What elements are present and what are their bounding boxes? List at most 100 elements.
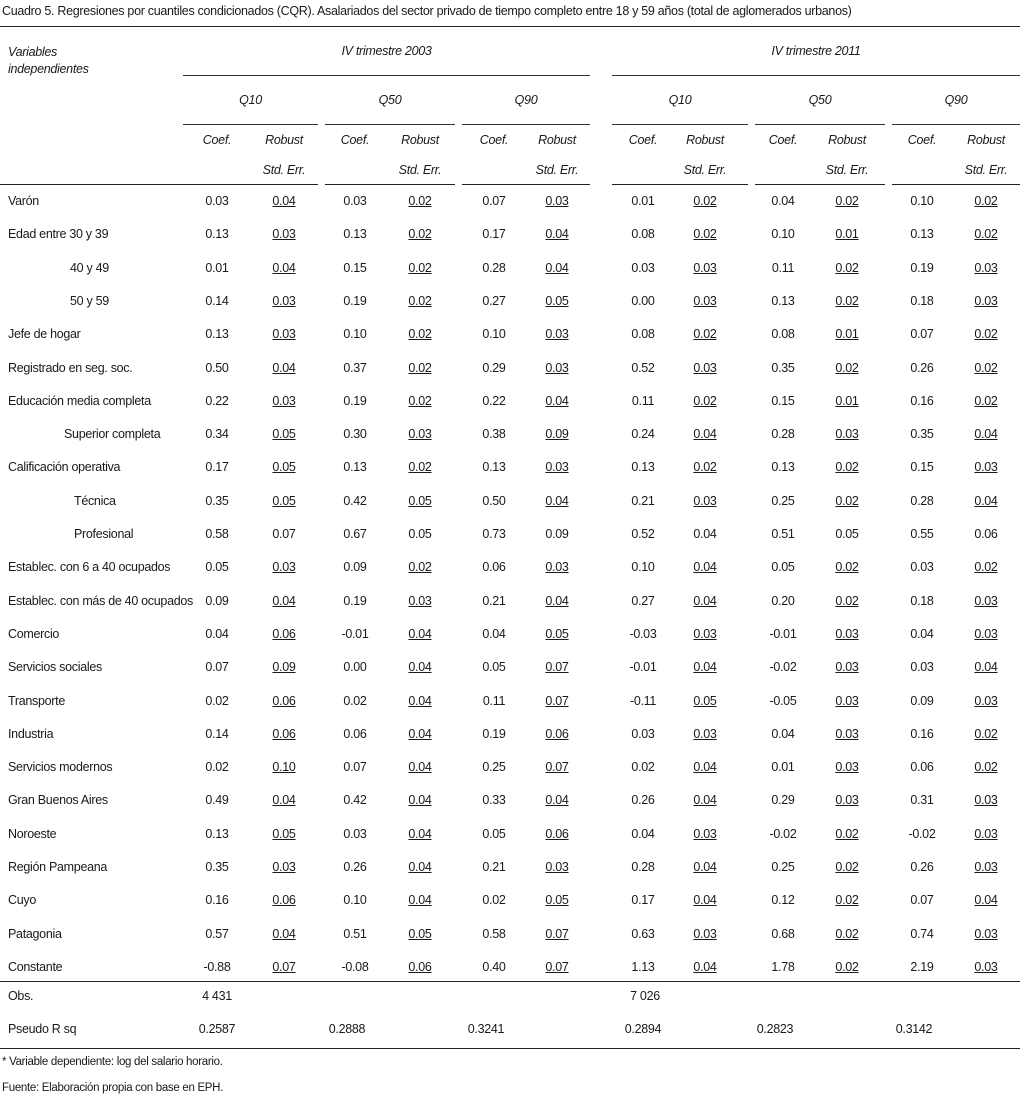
std-err-cell: 0.02 <box>974 560 998 575</box>
row-label: Constante <box>8 959 63 974</box>
coef-cell: 0.14 <box>205 726 229 741</box>
std-err-cell: 0.01 <box>835 393 859 408</box>
coef-cell: 0.19 <box>343 293 367 308</box>
std-err-cell: 0.03 <box>835 793 859 808</box>
coef-cell: 0.28 <box>631 860 655 874</box>
coef-cell: 0.04 <box>205 626 229 641</box>
std-err-cell: 0.03 <box>272 860 296 874</box>
coef-cell: 0.04 <box>910 626 934 641</box>
coef-cell: 0.04 <box>771 726 795 741</box>
coef-cell: 0.35 <box>910 427 934 442</box>
std-err-cell: 0.02 <box>835 860 859 874</box>
coef-cell: 0.01 <box>631 194 655 208</box>
coef-cell: -0.11 <box>629 693 657 708</box>
std-err-cell: 0.04 <box>272 260 296 275</box>
row-label: Noroeste <box>8 826 57 841</box>
coef-cell: 0.03 <box>910 660 934 675</box>
std-err-cell: 0.03 <box>408 427 432 442</box>
table-row: 40 y 49 0.01 0.04 0.15 0.02 0.28 0.04 0.03 0.03 0… <box>0 261 1020 281</box>
coef-cell: 0.10 <box>631 560 655 575</box>
std-err-cell: 0.02 <box>974 726 998 741</box>
coef-cell: -0.02 <box>908 826 936 841</box>
std-err-cell: 0.04 <box>272 793 296 808</box>
std-err-cell: 0.04 <box>408 660 432 675</box>
std-err-cell: 0.06 <box>408 959 432 974</box>
coef-cell: 0.25 <box>771 860 795 874</box>
robust-header: Robust <box>401 133 439 147</box>
std-err-cell: 0.07 <box>545 693 569 708</box>
std-err-cell: 0.02 <box>835 460 859 475</box>
std-err-cell: 0.05 <box>835 527 859 541</box>
stderr-header: Std. Err. <box>262 163 306 177</box>
coef-cell: 0.10 <box>910 194 934 208</box>
std-err-cell: 0.02 <box>693 327 717 342</box>
quantile-rule <box>755 124 885 125</box>
pseudo-r2-cell: 0.2823 <box>756 1022 794 1036</box>
stderr-header: Std. Err. <box>398 163 442 177</box>
coef-cell: 0.03 <box>205 194 229 208</box>
row-label: Cuyo <box>8 893 36 908</box>
std-err-cell: 0.07 <box>545 660 569 675</box>
coef-cell: 0.30 <box>343 427 367 442</box>
coef-cell: 0.00 <box>631 293 655 308</box>
std-err-cell: 0.01 <box>835 227 859 242</box>
coef-cell: 0.26 <box>631 793 655 808</box>
coef-cell: -0.02 <box>769 826 797 841</box>
variables-header-line1: Variables <box>8 45 57 59</box>
coef-cell: 0.29 <box>482 360 506 375</box>
std-err-cell: 0.02 <box>835 293 859 308</box>
coef-cell: 0.04 <box>482 626 506 641</box>
coef-cell: 0.10 <box>771 227 795 242</box>
coef-cell: 0.17 <box>205 460 229 475</box>
std-err-cell: 0.05 <box>545 293 569 308</box>
obs-row: Obs. 4 431 7 026 <box>0 989 1020 1009</box>
coef-header: Coef. <box>202 133 232 147</box>
stderr-header: Std. Err. <box>683 163 727 177</box>
robust-header: Robust <box>967 133 1005 147</box>
period-header: IV trimestre 2011 <box>771 44 861 58</box>
variables-header-line2: independientes <box>8 62 89 76</box>
coef-cell: 0.26 <box>910 860 934 874</box>
coef-cell: 0.28 <box>482 260 506 275</box>
coef-cell: 0.28 <box>910 493 934 508</box>
table-row: Registrado en seg. soc. 0.50 0.04 0.37 0.02 0… <box>0 361 1020 381</box>
coef-cell: 0.74 <box>910 926 934 941</box>
row-label: 40 y 49 <box>70 260 109 275</box>
std-err-cell: 0.04 <box>974 660 998 675</box>
std-err-cell: 0.04 <box>408 860 432 874</box>
coef-cell: 0.11 <box>771 260 795 275</box>
pseudo-r2-cell: 0.2587 <box>198 1022 236 1036</box>
std-err-cell: 0.04 <box>545 593 569 608</box>
row-label: Calificación operativa <box>8 460 121 475</box>
coef-cell: 0.40 <box>482 959 506 974</box>
coef-cell: 0.09 <box>343 560 367 575</box>
row-label: Transporte <box>8 693 65 708</box>
std-err-cell: 0.10 <box>272 760 296 775</box>
coef-cell: 0.16 <box>910 393 934 408</box>
table-row: Región Pampeana 0.35 0.03 0.26 0.04 0.21 0.03 0… <box>0 860 1020 880</box>
std-err-cell: 0.05 <box>408 926 432 941</box>
std-err-cell: 0.05 <box>408 527 432 541</box>
std-err-cell: 0.05 <box>545 893 569 908</box>
std-err-cell: 0.05 <box>272 460 296 475</box>
std-err-cell: 0.02 <box>835 194 859 208</box>
coef-cell: 0.02 <box>343 693 367 708</box>
pseudo-r2-cell: 0.2894 <box>624 1022 662 1036</box>
coef-cell: 0.06 <box>910 760 934 775</box>
column-header-rule <box>183 184 318 185</box>
coef-cell: 0.49 <box>205 793 229 808</box>
std-err-cell: 0.03 <box>974 860 998 874</box>
coef-cell: -0.01 <box>769 626 797 641</box>
pseudo-r2-cell: 0.3241 <box>467 1022 505 1036</box>
coef-cell: 0.06 <box>482 560 506 575</box>
table-row: Establec. con 6 a 40 ocupados 0.05 0.03 0.0… <box>0 560 1020 580</box>
coef-cell: 0.57 <box>205 926 229 941</box>
coef-cell: 0.00 <box>343 660 367 675</box>
coef-cell: 0.58 <box>482 926 506 941</box>
coef-cell: 0.34 <box>205 427 229 442</box>
table-row: Jefe de hogar 0.13 0.03 0.10 0.02 0.10 0.03 0.0… <box>0 327 1020 347</box>
std-err-cell: 0.03 <box>974 959 998 974</box>
coef-cell: 0.21 <box>482 860 506 874</box>
table-title: Cuadro 5. Regresiones por cuantiles cond… <box>2 4 852 18</box>
coef-cell: 0.63 <box>631 926 655 941</box>
